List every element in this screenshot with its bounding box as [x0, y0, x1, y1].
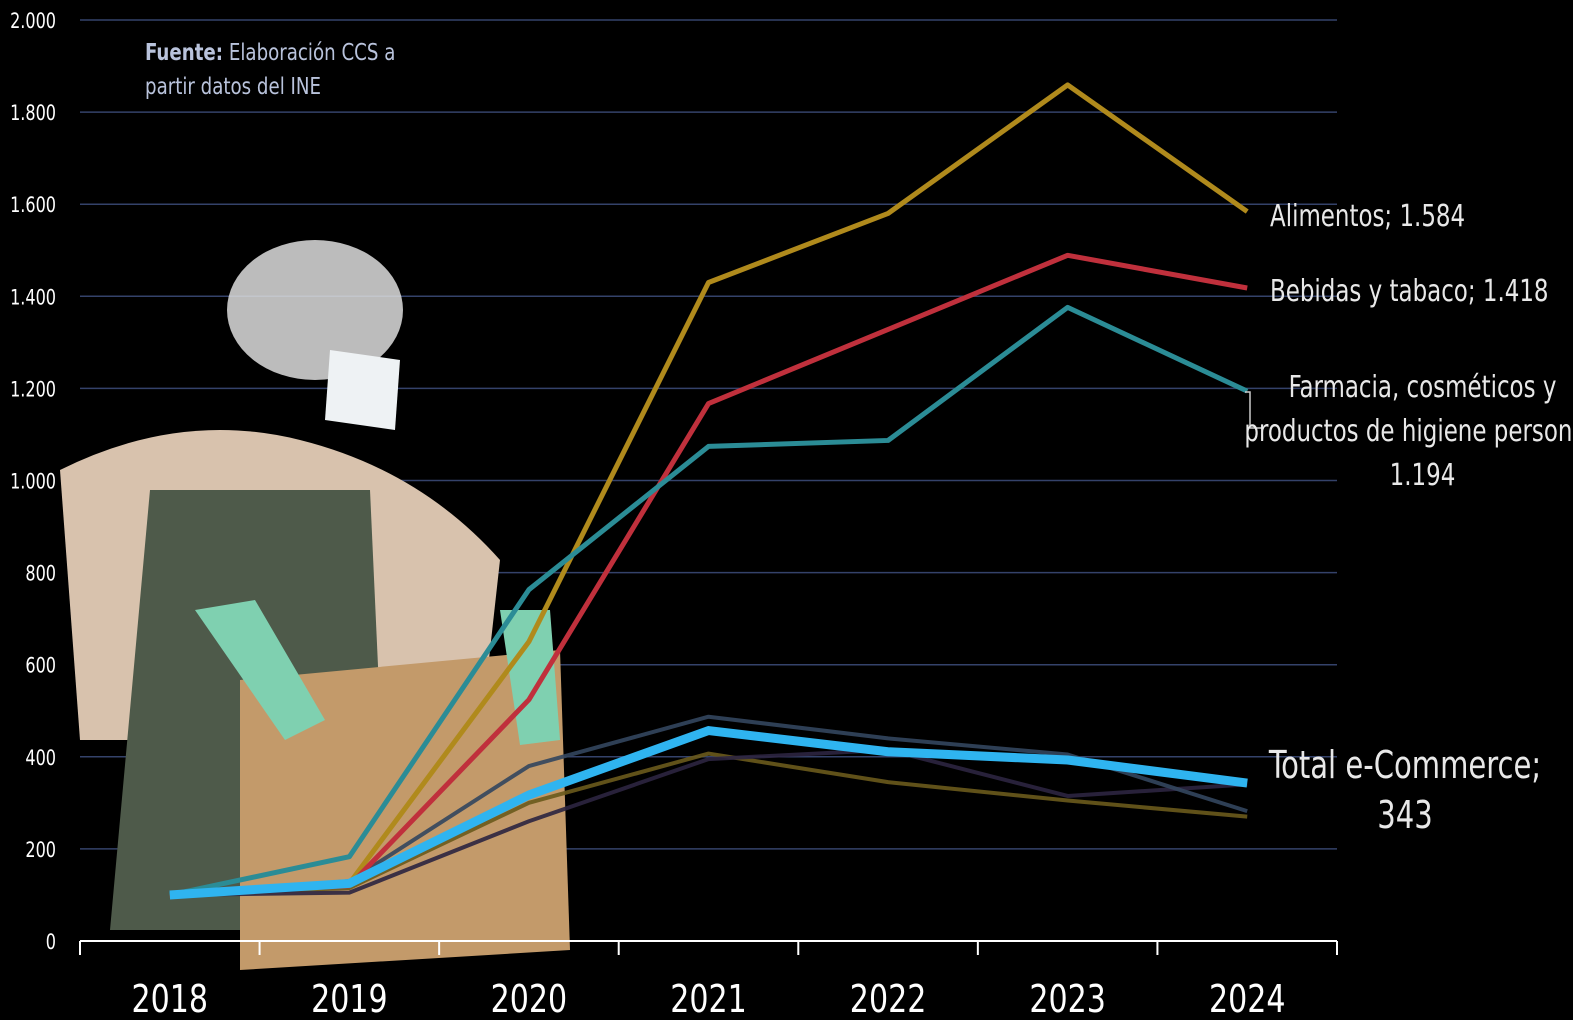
y-tick-label: 200: [25, 838, 56, 863]
series-line: [169, 747, 1248, 897]
y-tick-label: 800: [25, 561, 56, 586]
y-tick-label: 1.200: [10, 377, 56, 402]
series-line: [169, 304, 1249, 898]
y-tick-label: 0: [46, 930, 56, 955]
x-tick-label: 2019: [311, 978, 388, 1020]
source-label: Fuente:: [145, 40, 224, 66]
source-text: Elaboración CCS a partir datos del INE: [145, 40, 396, 100]
y-tick-label: 400: [25, 745, 56, 770]
y-tick-label: 1.600: [10, 193, 56, 218]
x-tick-label: 2022: [850, 978, 927, 1020]
x-tick-label: 2024: [1209, 978, 1286, 1020]
series-label: Alimentos; 1.584: [1270, 199, 1466, 234]
series-label: Total e-Commerce; 343: [1268, 743, 1542, 837]
x-tick-label: 2023: [1029, 978, 1106, 1020]
y-tick-label: 1.400: [10, 285, 56, 310]
y-tick-label: 1.000: [10, 469, 56, 494]
source: Fuente: Elaboración CCS a partir datos d…: [145, 36, 409, 104]
series-line: [169, 726, 1248, 900]
y-tick-label: 1.800: [10, 101, 56, 126]
x-tick-label: 2021: [670, 978, 747, 1020]
y-tick-label: 2.000: [10, 9, 56, 34]
x-tick-label: 2020: [491, 978, 568, 1020]
x-tick-label: 2018: [132, 978, 209, 1020]
y-tick-label: 600: [25, 653, 56, 678]
series-label: Farmacia, cosméticos y productos de higi…: [1244, 370, 1573, 493]
label-bracket: [1245, 391, 1262, 429]
series-label: Bebidas y tabaco; 1.418: [1270, 274, 1549, 309]
photo: [60, 240, 570, 970]
